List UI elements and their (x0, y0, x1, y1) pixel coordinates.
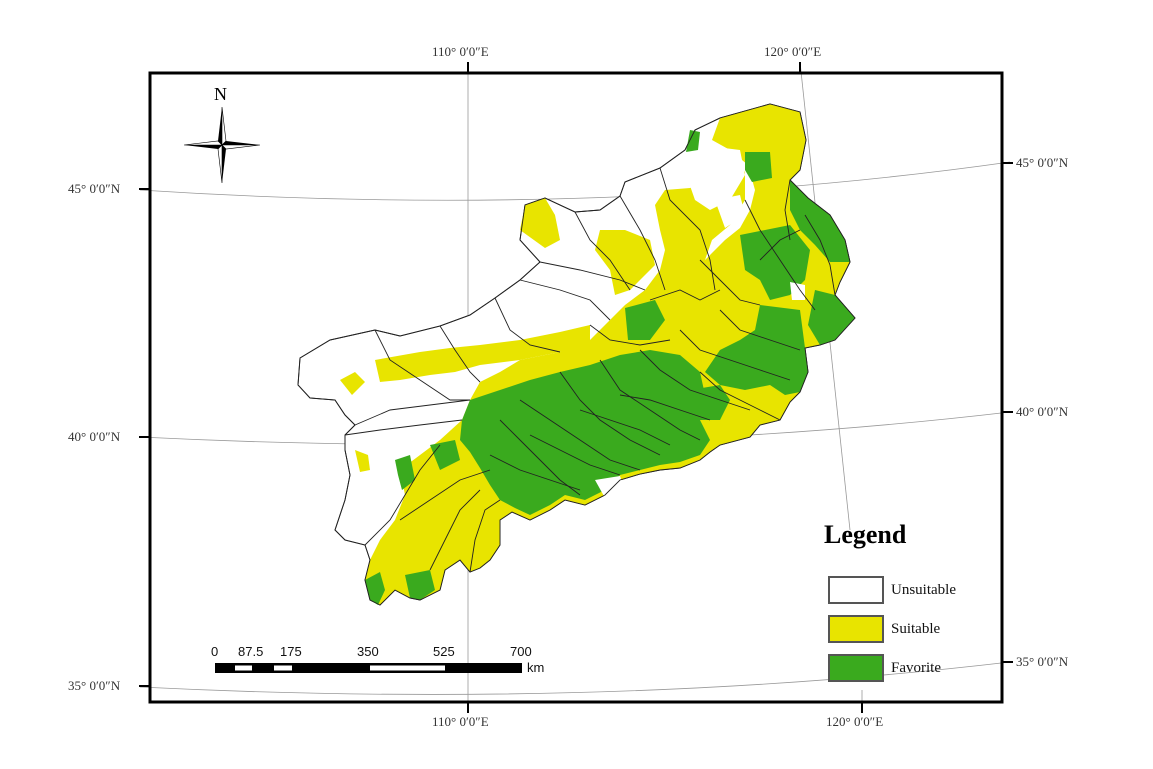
legend-item-unsuitable: Unsuitable (828, 576, 988, 606)
lat-label-right-40: 40° 0′0″N (1016, 404, 1069, 419)
legend-swatch-unsuitable (828, 576, 884, 604)
compass-rose-icon (183, 106, 261, 184)
legend-item-suitable: Suitable (828, 615, 988, 645)
scale-tick-87-5: 87.5 (238, 644, 264, 659)
lat-label-right-35: 35° 0′0″N (1016, 654, 1069, 669)
lat-label-left-35: 35° 0′0″N (68, 678, 121, 693)
legend-swatch-suitable (828, 615, 884, 643)
favorite-zones (365, 130, 855, 605)
boundary-lines (297, 103, 856, 606)
parallel-35 (139, 661, 1011, 695)
lon-label-top-120: 120° 0′0″E (764, 44, 822, 59)
legend-title: Legend (824, 520, 907, 549)
scale-tick-0: 0 (211, 644, 219, 659)
scale-tick-175: 175 (280, 644, 302, 659)
lat-label-left-40: 40° 0′0″N (68, 429, 121, 444)
scale-tick-700: 700 (510, 644, 532, 659)
legend-label-suitable: Suitable (891, 621, 941, 637)
unsuitable-gaps (595, 145, 805, 498)
map-frame (148, 71, 1004, 704)
lon-label-bottom-110: 110° 0′0″E (432, 714, 489, 729)
scale-unit: km (527, 660, 545, 675)
lon-label-top-110: 110° 0′0″E (432, 44, 489, 59)
lat-label-left-45: 45° 0′0″N (68, 181, 121, 196)
north-arrow-label: N (214, 84, 227, 104)
lat-label-right-45: 45° 0′0″N (1016, 155, 1069, 170)
legend-label-unsuitable: Unsuitable (891, 582, 956, 598)
legend-swatch-favorite (828, 654, 884, 682)
legend-item-favorite: Favorite (828, 654, 988, 684)
parallel-45 (139, 161, 1011, 201)
legend-label-favorite: Favorite (891, 660, 941, 676)
scale-tick-525: 525 (433, 644, 455, 659)
frame-ticks (139, 62, 1013, 713)
scale-tick-350: 350 (357, 644, 379, 659)
lon-label-bottom-120: 120° 0′0″E (826, 714, 884, 729)
scale-bar-graphic (215, 663, 522, 673)
